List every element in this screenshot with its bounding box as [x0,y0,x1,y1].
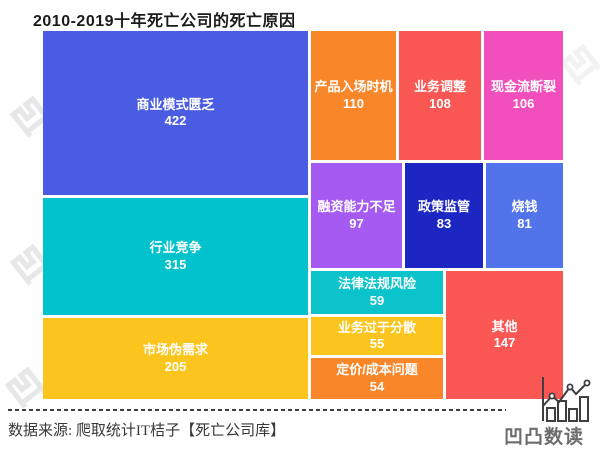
cell-label: 业务过于分散 [337,319,416,335]
cell-value: 422 [164,113,187,128]
treemap-cell: 业务调整 108 [399,31,481,160]
cell-label: 商业模式匮乏 [136,96,215,112]
data-source-note: 数据来源: 爬取统计IT桔子【死亡公司库】 [8,423,286,439]
treemap-cell: 商业模式匮乏 422 [43,31,308,195]
cell-label: 烧钱 [511,199,538,215]
treemap-cell: 业务过于分散 55 [311,317,443,355]
treemap-cell: 行业竞争 315 [43,198,308,315]
cell-value: 205 [164,358,187,374]
treemap-cell: 其他 147 [446,271,563,399]
dashed-divider [8,409,506,411]
cell-value: 81 [517,215,532,231]
cell-label: 法律法规风险 [337,276,416,292]
treemap-cell: 烧钱 81 [486,163,563,268]
cell-value: 59 [369,292,385,308]
cell-label: 行业竞争 [149,240,202,256]
treemap-cell: 政策监管 83 [405,163,483,268]
cell-label: 政策监管 [417,199,470,215]
cell-label: 现金流断裂 [490,79,556,95]
brand-name: 凹凸数读 [504,427,585,448]
cell-label: 定价/成本问题 [336,362,418,378]
treemap-cell: 法律法规风险 59 [311,271,443,314]
treemap-chart: 商业模式匮乏 422 行业竞争 315 市场伪需求 205 产品入场时机 110 业务调整 108… [43,31,563,399]
trend-bars-logo-icon [540,375,592,428]
cell-value: 55 [369,336,385,351]
treemap-cell: 现金流断裂 106 [484,31,563,160]
treemap-cell: 融资能力不足 97 [311,163,402,268]
treemap-cell: 产品入场时机 110 [311,31,396,160]
cell-value: 97 [349,215,364,231]
cell-label: 其他 [491,318,518,334]
cell-value: 83 [436,215,452,231]
cell-value: 147 [493,335,516,350]
cell-label: 市场伪需求 [142,342,208,358]
cell-value: 110 [343,95,364,111]
cell-label: 业务调整 [413,79,466,95]
cell-value: 106 [512,95,535,111]
treemap-cell: 市场伪需求 205 [43,318,308,399]
page-title: 2010-2019十年死亡公司的死亡原因 [33,13,296,30]
cell-value: 315 [164,256,187,272]
cell-label: 融资能力不足 [317,199,396,215]
treemap-cell: 定价/成本问题 54 [311,358,443,399]
cell-value: 54 [369,378,385,394]
cell-value: 108 [429,95,451,111]
cell-label: 产品入场时机 [314,79,393,95]
